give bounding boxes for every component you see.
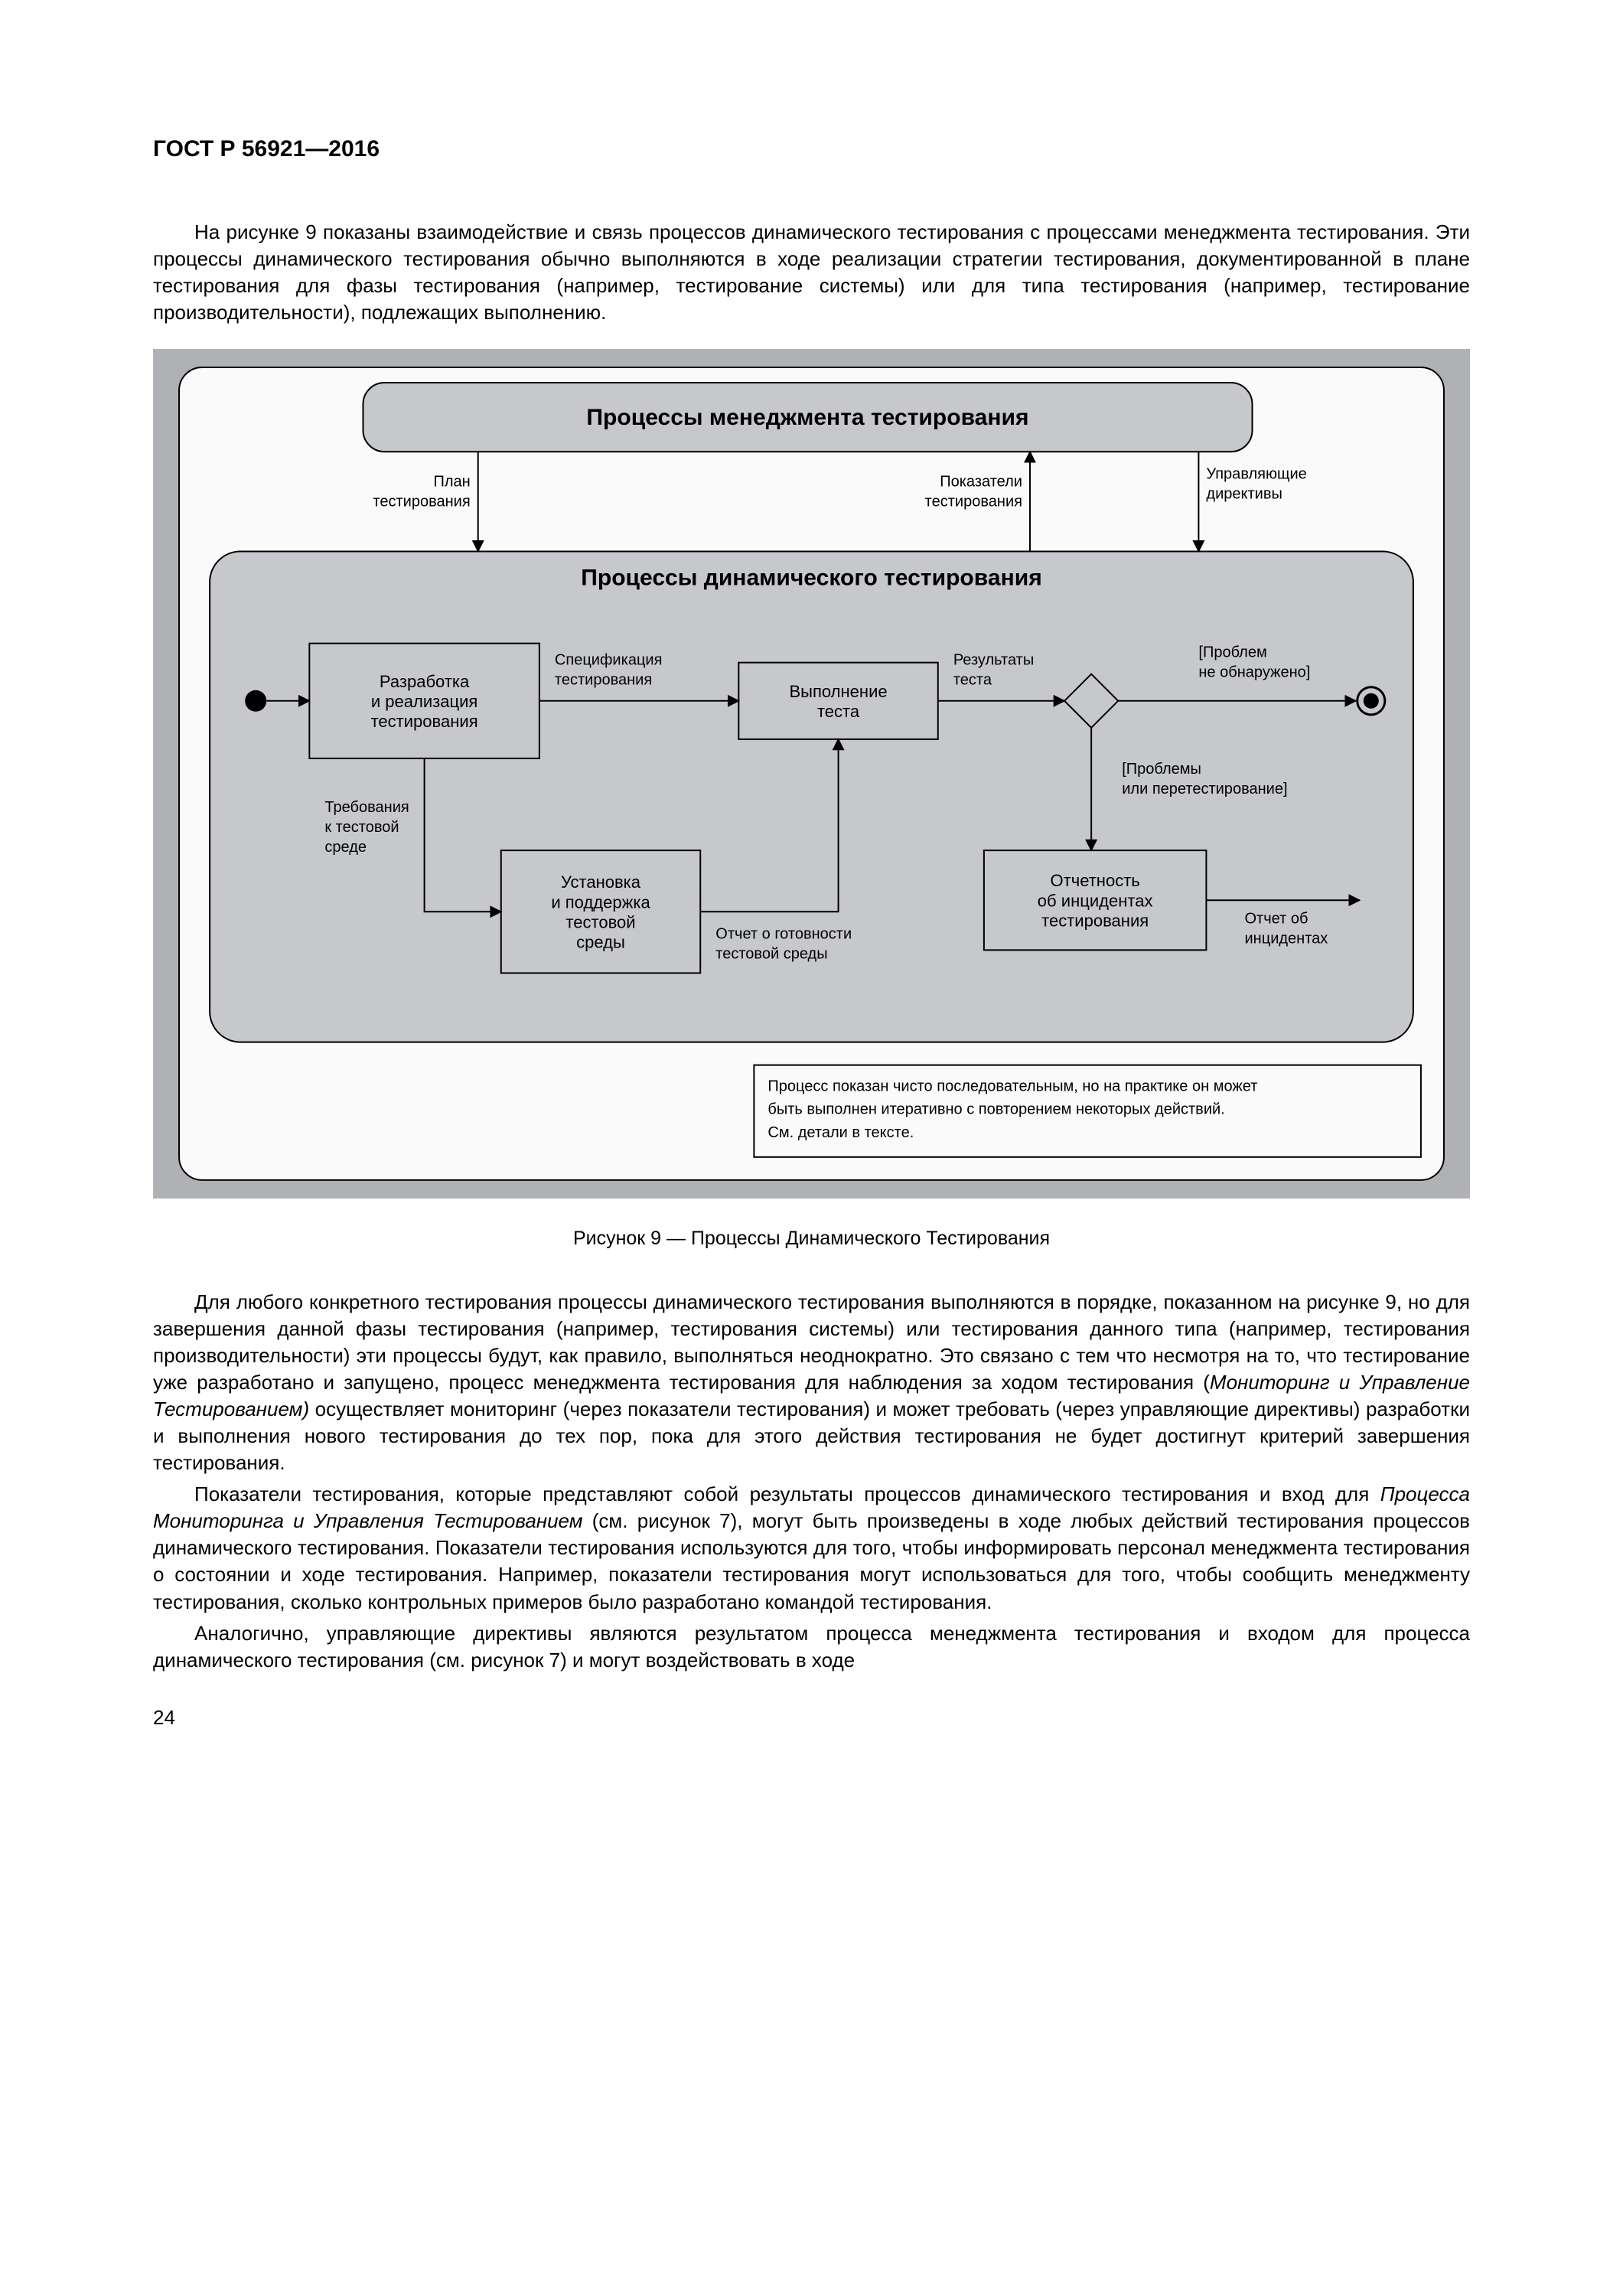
- figure-caption: Рисунок 9 — Процессы Динамического Тести…: [153, 1226, 1470, 1252]
- svg-text:среды: среды: [576, 932, 625, 951]
- svg-text:План: План: [433, 473, 470, 490]
- svg-text:Показатели: Показатели: [940, 473, 1022, 490]
- svg-text:Выполнение: Выполнение: [789, 682, 887, 701]
- svg-text:теста: теста: [953, 672, 992, 689]
- svg-text:или перетестирование]: или перетестирование]: [1122, 781, 1287, 797]
- svg-text:[Проблем: [Проблем: [1198, 644, 1266, 661]
- svg-text:инцидентах: инцидентах: [1244, 930, 1328, 947]
- svg-text:Отчет о готовности: Отчет о готовности: [715, 925, 852, 942]
- svg-text:тестирования: тестирования: [1041, 911, 1149, 930]
- svg-text:к тестовой: к тестовой: [324, 819, 399, 836]
- svg-text:Процессы динамического тестиро: Процессы динамического тестирования: [581, 565, 1041, 590]
- svg-text:тестовой: тестовой: [565, 912, 635, 931]
- svg-text:тестовой среды: тестовой среды: [715, 945, 827, 962]
- svg-text:и поддержка: и поддержка: [551, 892, 650, 912]
- svg-text:Отчетность: Отчетность: [1051, 871, 1140, 890]
- figure-9-diagram: Процессы менеджмента тестирования Процесс…: [153, 349, 1470, 1199]
- svg-text:об инцидентах: об инцидентах: [1038, 891, 1153, 910]
- intro-paragraph: На рисунке 9 показаны взаимодействие и с…: [153, 219, 1470, 326]
- svg-text:Требования: Требования: [324, 799, 409, 816]
- svg-text:Установка: Установка: [561, 872, 641, 892]
- svg-text:Процессы менеджмента тестирова: Процессы менеджмента тестирования: [586, 405, 1028, 430]
- svg-text:Управляющие: Управляющие: [1206, 465, 1306, 482]
- svg-text:[Проблемы: [Проблемы: [1122, 761, 1201, 778]
- diagram-svg: Процессы менеджмента тестирования Процесс…: [164, 360, 1459, 1188]
- svg-text:Процесс показан чисто последов: Процесс показан чисто последовательным, …: [768, 1078, 1257, 1095]
- svg-text:тестирования: тестирования: [925, 493, 1022, 510]
- body-paragraph-2: Для любого конкретного тестирования проц…: [153, 1289, 1470, 1477]
- svg-text:и реализация: и реализация: [371, 692, 477, 711]
- svg-text:не обнаружено]: не обнаружено]: [1198, 664, 1310, 681]
- svg-text:Спецификация: Спецификация: [555, 652, 663, 669]
- page-number: 24: [153, 1704, 1470, 1731]
- svg-text:теста: теста: [817, 702, 860, 721]
- svg-text:См. детали в тексте.: См. детали в тексте.: [768, 1124, 914, 1141]
- body-paragraph-3: Показатели тестирования, которые предста…: [153, 1481, 1470, 1615]
- svg-text:тестирования: тестирования: [373, 493, 470, 510]
- body-paragraph-4: Аналогично, управляющие директивы являют…: [153, 1620, 1470, 1674]
- svg-text:тестирования: тестирования: [371, 712, 478, 731]
- doc-header: ГОСТ Р 56921—2016: [153, 134, 1470, 165]
- svg-text:тестирования: тестирования: [555, 672, 652, 689]
- svg-text:среде: среде: [324, 839, 367, 856]
- svg-text:Результаты: Результаты: [953, 652, 1034, 669]
- svg-text:директивы: директивы: [1206, 485, 1282, 502]
- svg-text:Разработка: Разработка: [380, 672, 470, 691]
- svg-text:быть выполнен итеративно с пов: быть выполнен итеративно с повторением н…: [768, 1101, 1224, 1118]
- svg-text:Отчет об: Отчет об: [1244, 910, 1308, 927]
